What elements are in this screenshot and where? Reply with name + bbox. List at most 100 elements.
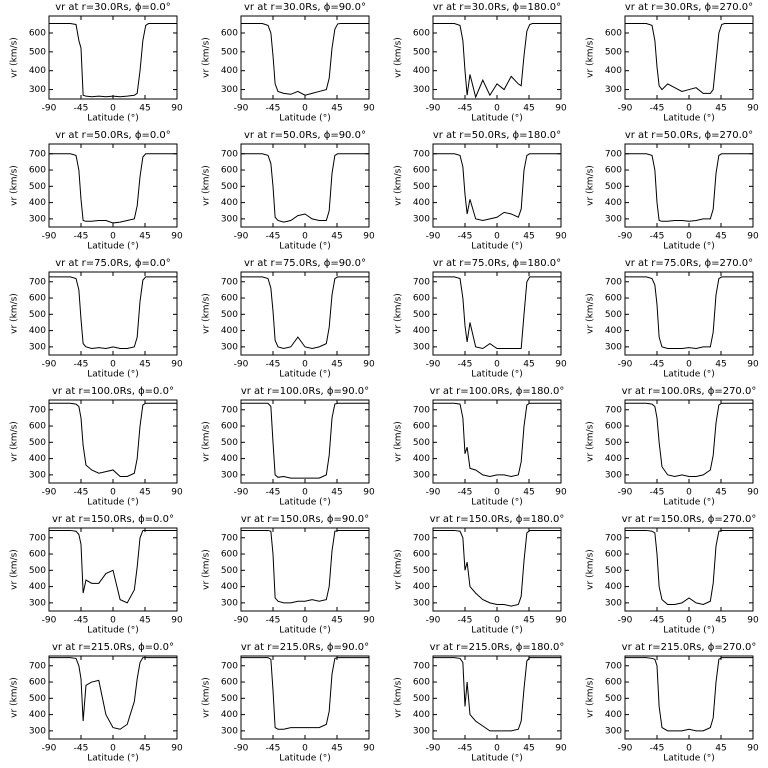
y-tick-label: 400 <box>413 710 430 720</box>
x-tick-label: 90 <box>363 232 375 242</box>
plot-frame <box>48 15 178 100</box>
y-axis-label: vr (km/s) <box>394 293 404 334</box>
x-tick-label: -45 <box>458 488 473 498</box>
y-axis-label: vr (km/s) <box>586 293 596 334</box>
y-tick-label: 400 <box>605 710 622 720</box>
x-axis-label: Latitude (°) <box>87 626 138 636</box>
panel-title: vr at r=30.0Rs, ϕ=270.0° <box>625 2 753 13</box>
x-tick-label: -90 <box>42 104 57 114</box>
y-tick-label: 400 <box>29 710 46 720</box>
data-line <box>625 402 753 478</box>
x-tick-label: -45 <box>74 104 89 114</box>
x-tick-label: 45 <box>523 744 534 754</box>
x-tick-label: 45 <box>715 104 726 114</box>
y-tick-label: 700 <box>605 149 622 159</box>
x-tick-label: 90 <box>555 232 567 242</box>
y-tick-label: 300 <box>413 214 430 224</box>
x-tick-label: 45 <box>331 360 342 370</box>
x-tick-label: 45 <box>715 744 726 754</box>
plot-frame <box>240 655 370 740</box>
panel-title: vr at r=100.0Rs, ϕ=180.0° <box>430 386 565 397</box>
panel-title: vr at r=215.0Rs, ϕ=180.0° <box>430 642 565 653</box>
y-tick-label: 300 <box>29 470 46 480</box>
x-tick-label: -45 <box>266 616 281 626</box>
x-tick-label: -90 <box>42 232 57 242</box>
x-tick-label: -90 <box>42 488 57 498</box>
x-tick-label: 0 <box>110 616 116 626</box>
y-tick-label: 300 <box>413 726 430 736</box>
y-tick-label: 700 <box>605 277 622 287</box>
x-tick-label: 90 <box>171 360 183 370</box>
y-tick-label: 600 <box>605 550 622 560</box>
data-line <box>433 153 561 222</box>
y-tick-label: 700 <box>605 661 622 671</box>
y-tick-label: 700 <box>221 277 238 287</box>
x-axis-label: Latitude (°) <box>663 242 714 252</box>
y-tick-label: 600 <box>413 294 430 304</box>
x-tick-label: 0 <box>110 232 116 242</box>
y-tick-label: 300 <box>605 470 622 480</box>
y-tick-label: 400 <box>413 66 430 76</box>
x-tick-label: -45 <box>650 360 665 370</box>
y-tick-label: 400 <box>221 198 238 208</box>
x-axis-label: Latitude (°) <box>279 114 330 124</box>
x-tick-label: -45 <box>74 744 89 754</box>
panel-title: vr at r=75.0Rs, ϕ=270.0° <box>625 258 753 269</box>
y-axis-label: vr (km/s) <box>10 37 20 78</box>
x-tick-label: 45 <box>331 104 342 114</box>
x-tick-label: -90 <box>426 360 441 370</box>
panel-title: vr at r=30.0Rs, ϕ=90.0° <box>244 2 366 13</box>
x-axis-label: Latitude (°) <box>279 242 330 252</box>
x-tick-label: -45 <box>650 616 665 626</box>
x-axis-label: Latitude (°) <box>279 626 330 636</box>
y-tick-label: 500 <box>29 47 46 57</box>
plot-frame <box>48 527 178 612</box>
y-tick-label: 400 <box>605 326 622 336</box>
y-axis-label: vr (km/s) <box>586 165 596 206</box>
y-tick-label: 300 <box>29 342 46 352</box>
x-tick-label: 45 <box>331 616 342 626</box>
panel: vr at r=215.0Rs, ϕ=180.0° -90 -45 0 45 90 300 4… <box>394 642 567 764</box>
x-tick-label: -90 <box>618 744 633 754</box>
data-line <box>241 402 369 479</box>
x-tick-label: -45 <box>458 744 473 754</box>
data-line <box>241 153 369 223</box>
panel: vr at r=30.0Rs, ϕ=0.0° -90 -45 0 45 90 300 400 5… <box>10 2 183 124</box>
plot-frame <box>624 399 754 484</box>
panel: vr at r=150.0Rs, ϕ=90.0° -90 -45 0 45 90 300 40… <box>202 514 375 636</box>
x-tick-label: 90 <box>747 232 759 242</box>
y-tick-label: 500 <box>221 310 238 320</box>
x-tick-label: -90 <box>426 488 441 498</box>
x-tick-label: -90 <box>618 616 633 626</box>
x-tick-label: 0 <box>686 488 692 498</box>
panel: vr at r=100.0Rs, ϕ=90.0° -90 -45 0 45 90 300 40… <box>202 386 375 508</box>
x-tick-label: -90 <box>42 744 57 754</box>
x-tick-label: -90 <box>234 104 249 114</box>
data-line <box>49 153 177 224</box>
x-tick-label: -45 <box>650 488 665 498</box>
y-tick-label: 400 <box>221 710 238 720</box>
y-tick-label: 500 <box>221 182 238 192</box>
x-tick-label: 0 <box>686 104 692 114</box>
y-axis-label: vr (km/s) <box>394 549 404 590</box>
y-tick-label: 500 <box>413 566 430 576</box>
data-line <box>241 529 369 604</box>
data-line <box>625 23 753 94</box>
y-axis-label: vr (km/s) <box>10 549 20 590</box>
x-tick-label: 90 <box>171 616 183 626</box>
y-tick-label: 600 <box>29 166 46 176</box>
x-tick-label: 0 <box>686 744 692 754</box>
plot-frame <box>48 655 178 740</box>
y-tick-label: 400 <box>221 66 238 76</box>
plot-frame <box>240 527 370 612</box>
x-tick-label: 0 <box>686 360 692 370</box>
x-tick-label: 45 <box>715 616 726 626</box>
panel-title: vr at r=30.0Rs, ϕ=180.0° <box>433 2 561 13</box>
x-tick-label: 45 <box>331 488 342 498</box>
y-axis-label: vr (km/s) <box>394 421 404 462</box>
x-axis-label: Latitude (°) <box>471 626 522 636</box>
panel: vr at r=75.0Rs, ϕ=0.0° -90 -45 0 45 90 300 400 5… <box>10 258 183 380</box>
x-tick-label: -45 <box>650 104 665 114</box>
y-tick-label: 600 <box>29 294 46 304</box>
x-tick-label: 45 <box>139 360 150 370</box>
